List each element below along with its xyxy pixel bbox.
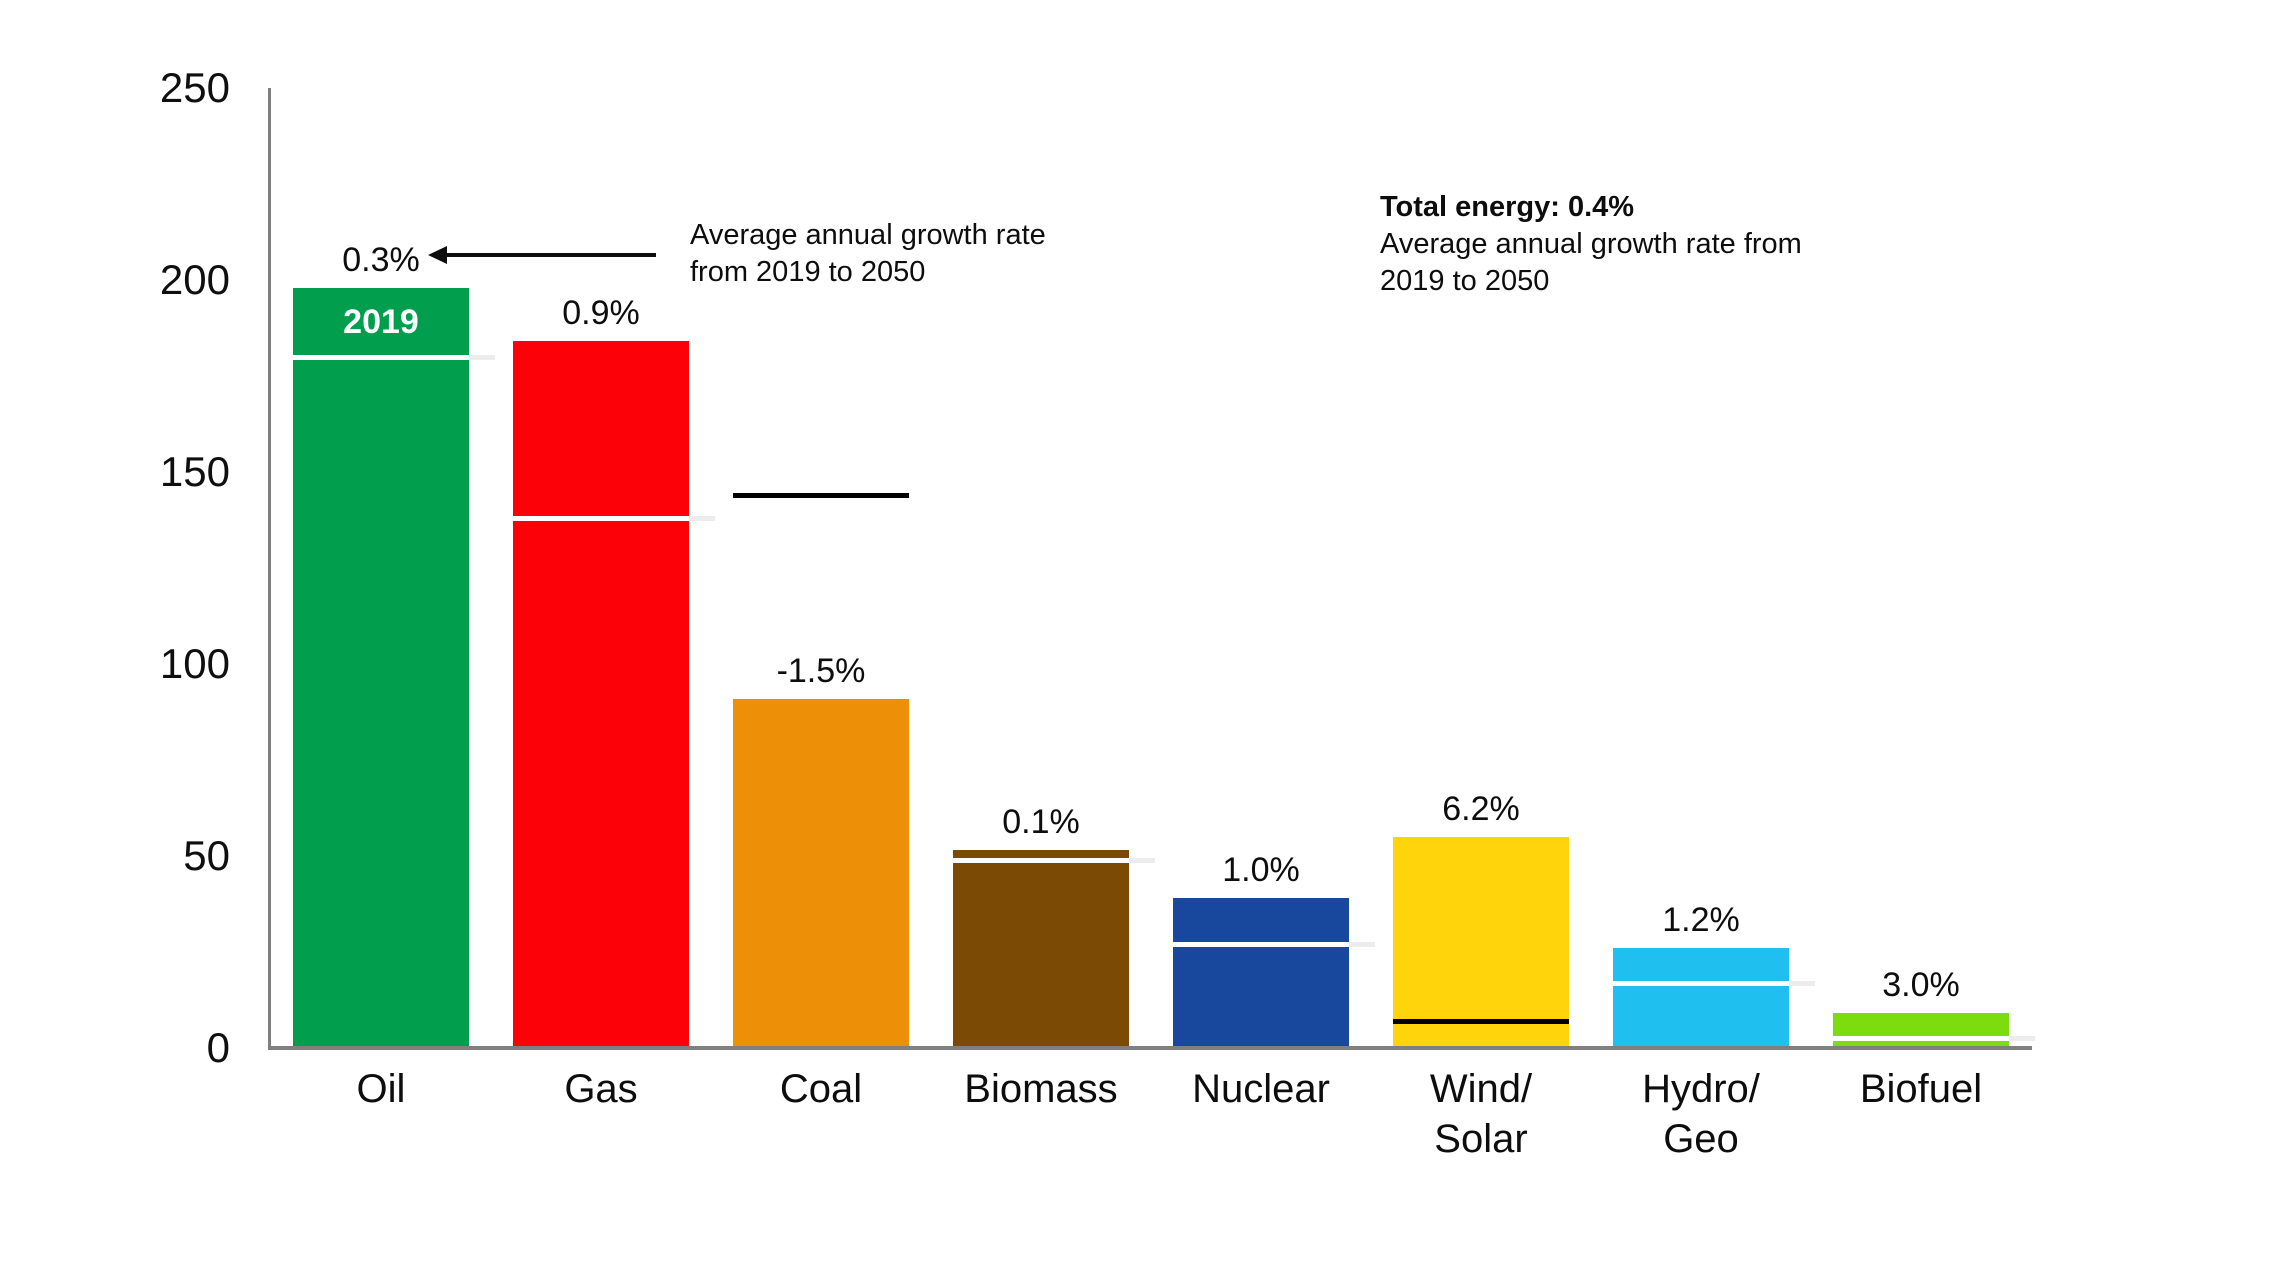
category-label-line: Oil bbox=[356, 1067, 406, 1111]
y-axis-line bbox=[268, 88, 271, 1048]
category-label-hydro-geo: Hydro/Geo bbox=[1591, 1064, 1811, 1164]
bar-oil bbox=[293, 287, 469, 1048]
bar-gas bbox=[513, 341, 689, 1048]
annotation-arrow-head-icon bbox=[428, 246, 447, 264]
y-tick-150: 150 bbox=[159, 448, 230, 495]
growth-label-gas: 0.9% bbox=[562, 294, 640, 333]
total-energy-note: Total energy: 0.4% Average annual growth… bbox=[1380, 189, 1802, 300]
category-label-oil: Oil bbox=[271, 1064, 491, 1114]
marker-ext-oil bbox=[469, 354, 495, 360]
category-label-biofuel: Biofuel bbox=[1811, 1064, 2031, 1114]
y-tick-250: 250 bbox=[159, 64, 230, 111]
marker-2019-biomass bbox=[953, 857, 1129, 863]
bar-biomass bbox=[953, 850, 1129, 1048]
category-label-nuclear: Nuclear bbox=[1151, 1064, 1371, 1114]
category-label-line: Geo bbox=[1663, 1117, 1739, 1161]
total-energy-line2: 2019 to 2050 bbox=[1380, 265, 1550, 297]
marker-ext-biomass bbox=[1129, 857, 1155, 863]
marker-2019-coal bbox=[733, 493, 909, 499]
bar-year-label: 2019 bbox=[343, 303, 419, 342]
category-label-line: Gas bbox=[564, 1067, 638, 1111]
category-label-line: Coal bbox=[779, 1067, 863, 1111]
marker-2019-hydro-geo bbox=[1613, 980, 1789, 986]
category-label-line: Nuclear bbox=[1192, 1067, 1330, 1111]
growth-label-nuclear: 1.0% bbox=[1222, 851, 1300, 890]
category-label-line: Biomass bbox=[964, 1067, 1118, 1111]
y-tick-50: 50 bbox=[183, 832, 230, 879]
marker-2019-nuclear bbox=[1173, 942, 1349, 948]
marker-ext-biofuel bbox=[2009, 1036, 2035, 1042]
growth-label-biofuel: 3.0% bbox=[1882, 966, 1960, 1005]
total-energy-title: Total energy: 0.4% bbox=[1380, 191, 1635, 223]
category-label-wind-solar: Wind/Solar bbox=[1371, 1064, 1591, 1164]
bar-biofuel bbox=[1833, 1013, 2009, 1048]
annotation-text-line1: Average annual growth rate bbox=[690, 219, 1046, 251]
category-label-line: Solar bbox=[1434, 1117, 1528, 1161]
x-axis-line bbox=[268, 1046, 2032, 1050]
marker-ext-gas bbox=[689, 516, 715, 522]
category-label-gas: Gas bbox=[491, 1064, 711, 1114]
growth-label-coal: -1.5% bbox=[776, 651, 866, 690]
total-energy-line1: Average annual growth rate from bbox=[1380, 228, 1802, 260]
category-label-line: Biofuel bbox=[1859, 1067, 1983, 1111]
category-label-line: Hydro/ bbox=[1642, 1067, 1760, 1111]
growth-label-oil: 0.3% bbox=[342, 240, 420, 279]
marker-2019-biofuel bbox=[1833, 1036, 2009, 1042]
marker-2019-wind-solar bbox=[1393, 1019, 1569, 1025]
category-label-biomass: Biomass bbox=[931, 1064, 1151, 1114]
y-tick-100: 100 bbox=[159, 640, 230, 687]
growth-label-wind-solar: 6.2% bbox=[1442, 789, 1520, 828]
bar-coal bbox=[733, 698, 909, 1048]
y-tick-0: 0 bbox=[206, 1024, 230, 1071]
growth-label-biomass: 0.1% bbox=[1002, 803, 1080, 842]
annotation-text-line2: from 2019 to 2050 bbox=[690, 256, 926, 288]
category-label-coal: Coal bbox=[711, 1064, 931, 1114]
bar-hydro-geo bbox=[1613, 948, 1789, 1048]
marker-2019-gas bbox=[513, 516, 689, 522]
growth-label-hydro-geo: 1.2% bbox=[1662, 901, 1740, 940]
marker-ext-nuclear bbox=[1349, 942, 1375, 948]
bar-nuclear bbox=[1173, 898, 1349, 1048]
y-tick-200: 200 bbox=[159, 256, 230, 303]
annotation-arrow-shaft bbox=[446, 253, 656, 257]
bar-wind-solar bbox=[1393, 836, 1569, 1048]
marker-ext-hydro-geo bbox=[1789, 980, 1815, 986]
marker-2019-oil bbox=[293, 354, 469, 360]
category-label-line: Wind/ bbox=[1429, 1067, 1533, 1111]
